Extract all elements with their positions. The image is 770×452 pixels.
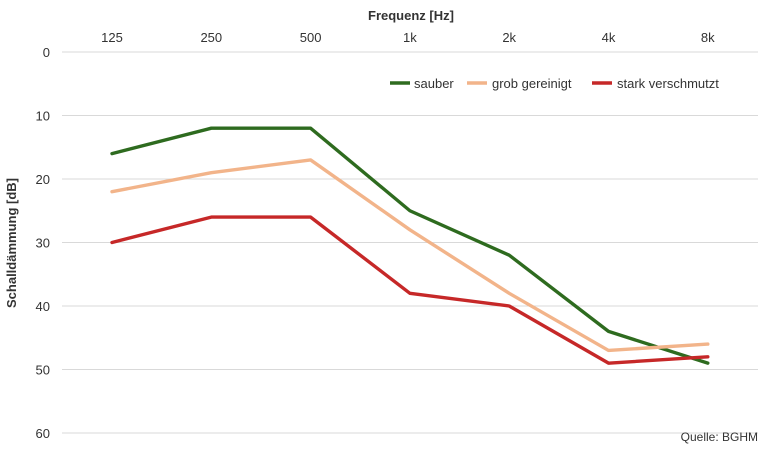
legend-item: sauber <box>390 76 454 91</box>
x-tick-label: 1k <box>403 30 417 45</box>
x-axis-title: Frequenz [Hz] <box>368 8 454 23</box>
x-axis-ticks: 125 250 500 1k 2k 4k 8k <box>101 30 715 45</box>
x-tick-label: 125 <box>101 30 123 45</box>
legend-label: sauber <box>414 76 454 91</box>
y-tick-label: 30 <box>36 236 50 251</box>
legend-label: grob gereinigt <box>492 76 572 91</box>
series-line-3 <box>110 215 710 365</box>
x-tick-label: 8k <box>701 30 715 45</box>
y-tick-label: 60 <box>36 426 50 441</box>
source-credit: Quelle: BGHM <box>680 430 758 444</box>
x-tick-label: 2k <box>502 30 516 45</box>
series-line-2 <box>110 158 710 353</box>
y-tick-label: 10 <box>36 109 50 124</box>
legend: sauber grob gereinigt stark verschmutzt <box>390 76 719 91</box>
y-tick-label: 50 <box>36 363 50 378</box>
y-axis-ticks: 0 10 20 30 40 50 60 <box>36 45 50 441</box>
y-tick-label: 40 <box>36 299 50 314</box>
x-tick-label: 250 <box>200 30 222 45</box>
x-tick-label: 4k <box>602 30 616 45</box>
legend-item: stark verschmutzt <box>592 76 719 91</box>
gridlines <box>62 51 758 434</box>
legend-item: grob gereinigt <box>467 76 572 91</box>
y-axis-title: Schalldämmung [dB] <box>4 178 19 308</box>
y-tick-label: 0 <box>43 45 50 60</box>
series-line-1 <box>110 126 710 365</box>
x-tick-label: 500 <box>300 30 322 45</box>
y-tick-label: 20 <box>36 172 50 187</box>
series-lines <box>110 126 710 365</box>
legend-label: stark verschmutzt <box>617 76 719 91</box>
